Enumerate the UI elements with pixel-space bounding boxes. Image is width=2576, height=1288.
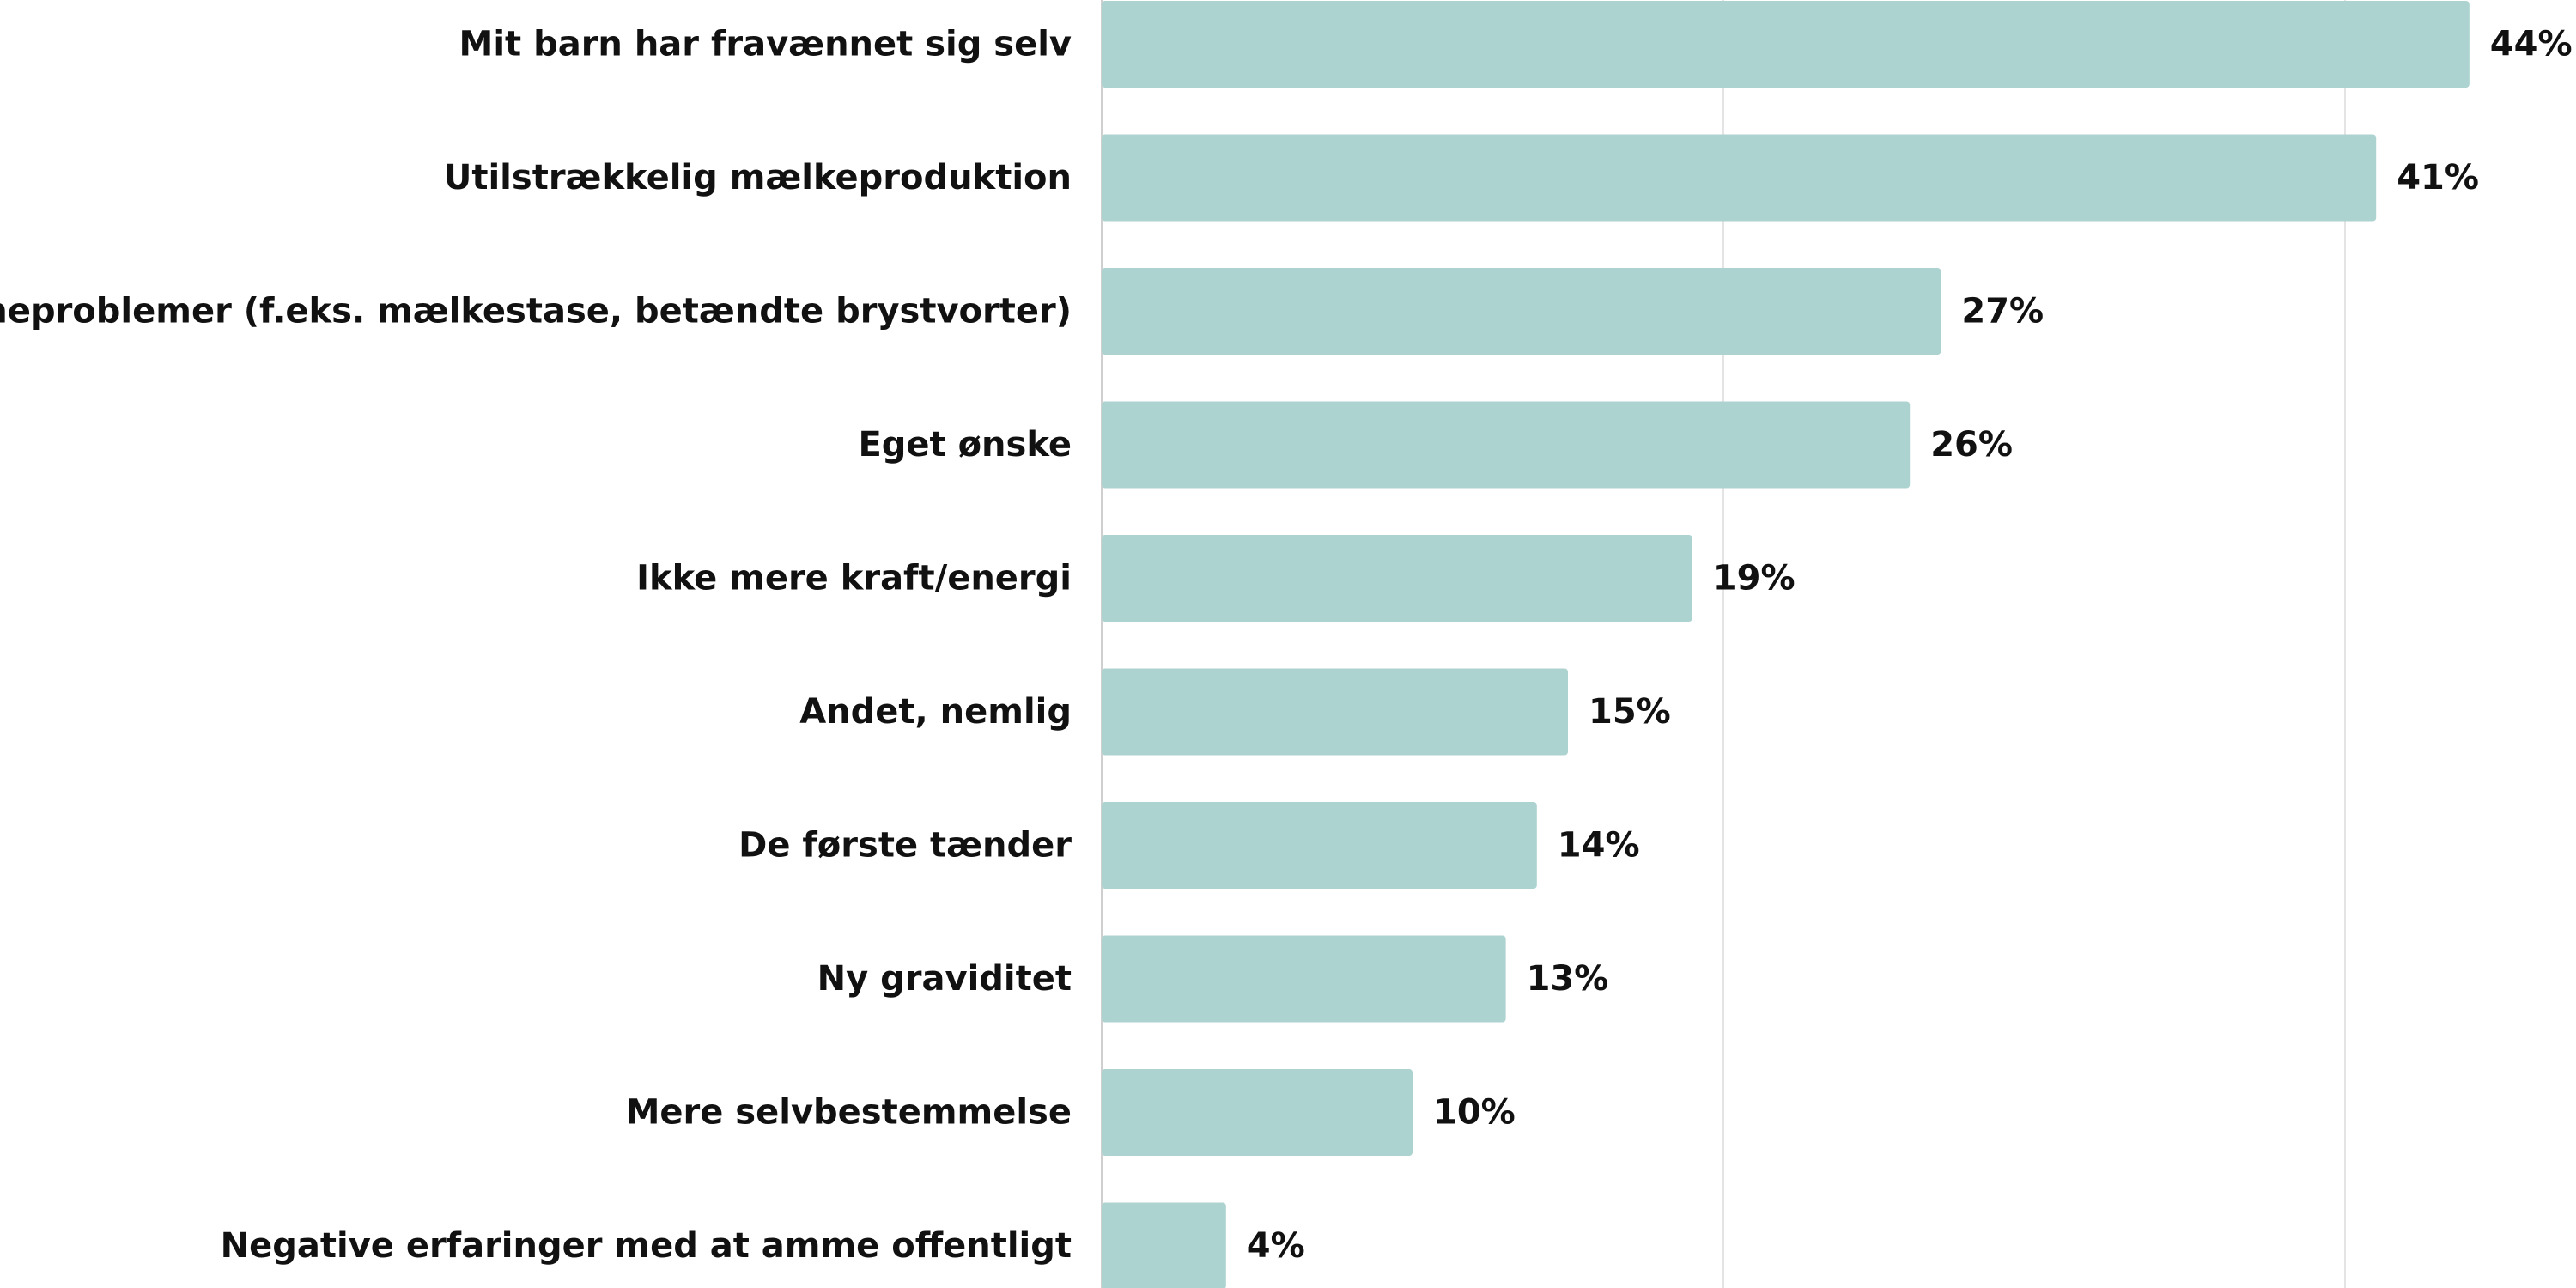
value-label: 13% bbox=[1527, 959, 1609, 999]
value-label: 44% bbox=[2490, 25, 2573, 64]
bar bbox=[1102, 268, 1941, 355]
value-label: 4% bbox=[1247, 1226, 1305, 1266]
bar bbox=[1102, 802, 1537, 889]
value-label: 19% bbox=[1713, 559, 1795, 598]
category-label: Negative erfaringer med at amme offentli… bbox=[221, 1226, 1072, 1266]
value-label: 14% bbox=[1558, 826, 1640, 866]
value-label: 10% bbox=[1433, 1093, 1516, 1133]
category-label: Ikke mere kraft/energi bbox=[636, 559, 1072, 598]
bar bbox=[1102, 535, 1692, 622]
category-label: Ammeproblemer (f.eks. mælkestase, betænd… bbox=[0, 292, 1072, 331]
value-label: 41% bbox=[2397, 158, 2479, 197]
value-label: 15% bbox=[1589, 692, 1671, 732]
bar-layer bbox=[1102, 1, 2470, 1288]
category-label: Mit barn har fravænnet sig selv bbox=[459, 25, 1072, 64]
label-layer: Mit barn har fravænnet sig selv 44% Utilst… bbox=[0, 25, 2573, 1267]
category-label: Utilstrækkelig mælkeproduktion bbox=[444, 158, 1072, 197]
bar bbox=[1102, 401, 1911, 489]
category-label: Mere selvbestemmelse bbox=[626, 1093, 1072, 1133]
category-label: Eget ønske bbox=[858, 425, 1072, 465]
bar bbox=[1102, 134, 2377, 222]
category-label: De første tænder bbox=[738, 826, 1072, 866]
bar bbox=[1102, 935, 1506, 1023]
category-label: Andet, nemlig bbox=[799, 692, 1072, 732]
bar bbox=[1102, 1, 2470, 88]
value-label: 27% bbox=[1961, 292, 2044, 331]
bar bbox=[1102, 1202, 1226, 1288]
bar bbox=[1102, 668, 1568, 756]
category-label: Ny graviditet bbox=[817, 959, 1072, 999]
bar bbox=[1102, 1069, 1413, 1156]
value-label: 26% bbox=[1930, 425, 2013, 465]
